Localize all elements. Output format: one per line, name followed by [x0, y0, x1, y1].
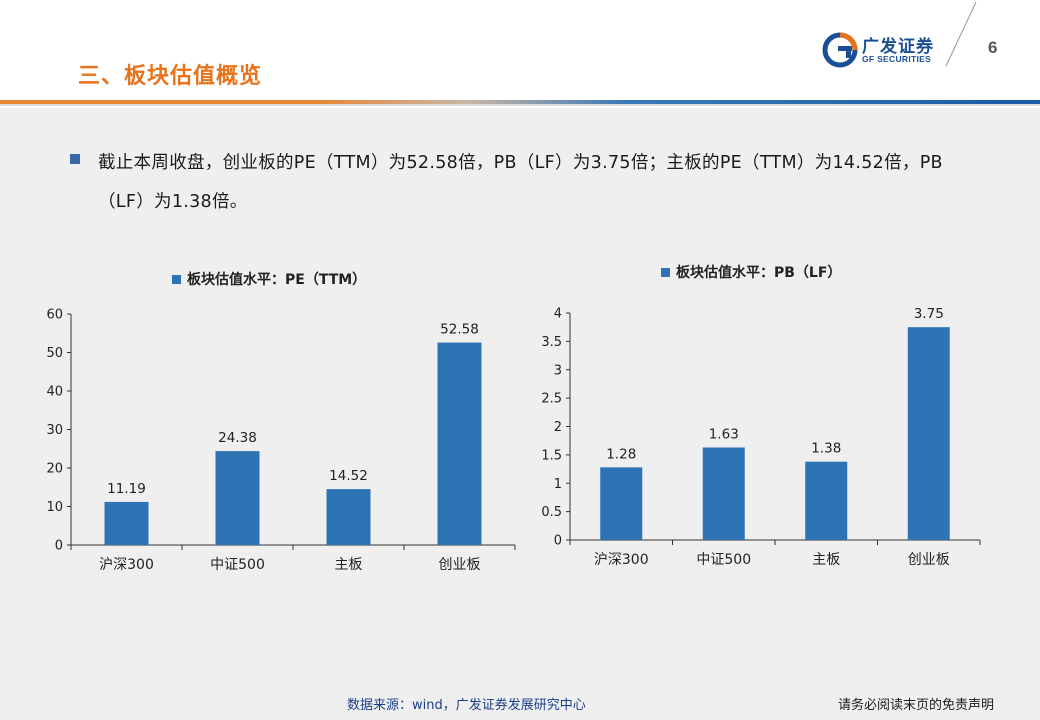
chart-pe-ytick-label: 10: [46, 500, 63, 515]
chart-pb-legend-swatch: [661, 268, 670, 277]
page-title: 三、板块估值概览: [78, 64, 263, 89]
header: 三、板块估值概览 广发证券 GF SECURITIES 6: [0, 0, 1040, 108]
chart-pe-value-label: 11.19: [107, 481, 146, 497]
chart-pe-bar: [215, 451, 260, 545]
chart-pb-ytick-label: 3.5: [541, 335, 562, 350]
chart-pb-ytick-label: 1: [554, 477, 562, 492]
gf-logo-icon: [822, 32, 858, 68]
chart-pe-ytick-label: 60: [46, 308, 63, 323]
chart-pb-ytick-label: 1.5: [541, 448, 562, 463]
chart-pb-bar: [702, 447, 745, 540]
logo-text-en: GF SECURITIES: [862, 54, 932, 64]
chart-pb-category-label: 沪深300: [594, 552, 649, 568]
chart-pb-value-label: 1.38: [811, 441, 841, 457]
content-area: [0, 108, 1040, 720]
chart-pb-ytick-label: 4: [554, 307, 562, 322]
chart-pe-category-label: 沪深300: [99, 557, 154, 573]
footer-source: 数据来源：wind，广发证券发展研究中心: [347, 698, 586, 713]
chart-pe-legend-label: 板块估值水平：PE（TTM）: [187, 271, 366, 288]
chart-pe-ytick-label: 40: [46, 385, 63, 400]
chart-pb-legend-label: 板块估值水平：PB（LF）: [676, 264, 841, 281]
chart-pe-bar: [437, 342, 482, 545]
bullet-square-icon: [70, 154, 80, 164]
chart-pb-ytick-label: 2.5: [541, 392, 562, 407]
chart-pb-bar: [805, 461, 848, 540]
company-logo[interactable]: 广发证券 GF SECURITIES: [822, 30, 952, 70]
chart-pe-ytick-label: 30: [46, 423, 63, 438]
chart-pe-value-label: 24.38: [218, 430, 257, 446]
header-divider-slash: [945, 1, 977, 67]
chart-pb-bar: [907, 327, 950, 540]
footer-disclaimer[interactable]: 请务必阅读末页的免责声明: [838, 698, 995, 713]
chart-pb-category-label: 创业板: [908, 552, 950, 568]
chart-pe-bar: [104, 501, 149, 545]
chart-pe-value-label: 52.58: [440, 322, 479, 338]
chart-pe-ytick-label: 0: [55, 539, 63, 554]
chart-pb-ytick-label: 0.5: [541, 505, 562, 520]
logo-text-cn: 广发证券: [862, 37, 934, 57]
chart-pb-value-label: 3.75: [914, 306, 944, 322]
chart-pb-category-label: 主板: [812, 552, 840, 568]
chart-pe-value-label: 14.52: [329, 468, 368, 484]
chart-pe-category-label: 主板: [335, 557, 363, 573]
chart-pe-bar: [326, 489, 371, 545]
chart-pe-ytick-label: 50: [46, 346, 63, 361]
chart-pe-legend-swatch: [172, 275, 181, 284]
chart-pb-bar: [600, 467, 643, 540]
page-number: 6: [988, 38, 998, 57]
chart-pb-category-label: 中证500: [696, 552, 751, 568]
chart-pb-value-label: 1.28: [606, 446, 636, 462]
header-color-band: [0, 97, 1040, 108]
chart-pe-category-label: 中证500: [210, 557, 265, 573]
chart-pb-value-label: 1.63: [709, 426, 739, 442]
chart-pb-ytick-label: 0: [554, 534, 562, 549]
chart-pe-category-label: 创业板: [439, 557, 481, 573]
chart-pb-ytick-label: 3: [554, 363, 562, 378]
summary-text: 截止本周收盘，创业板的PE（TTM）为52.58倍，PB（LF）为3.75倍；主…: [98, 153, 943, 212]
chart-pb-ytick-label: 2: [554, 420, 562, 435]
chart-pe-ytick-label: 20: [46, 462, 63, 477]
